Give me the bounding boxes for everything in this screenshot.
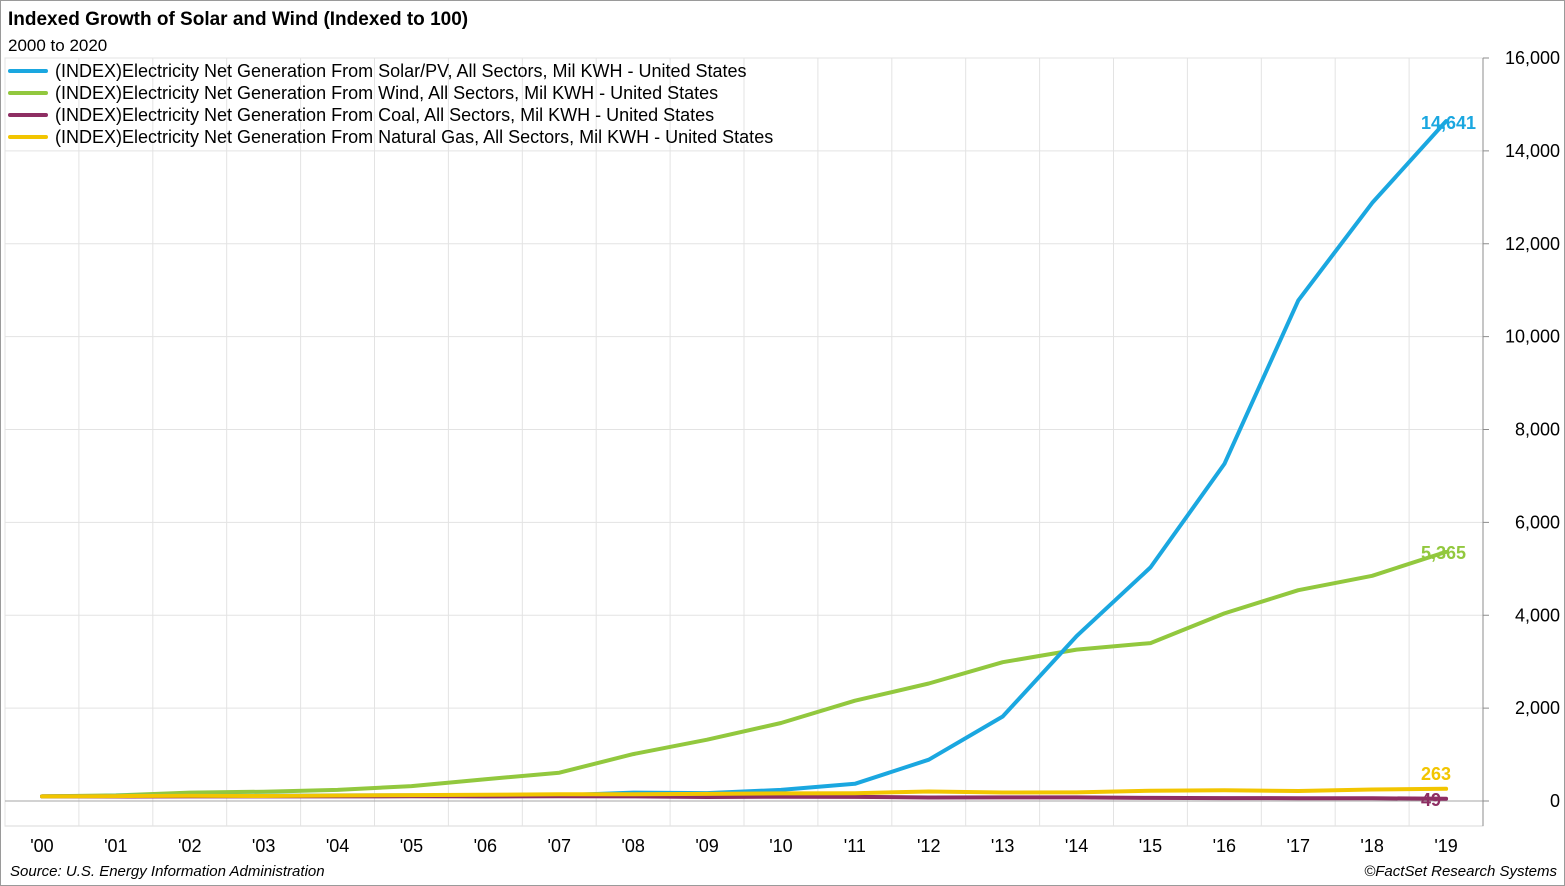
legend-label: (INDEX)Electricity Net Generation From C… (55, 105, 714, 125)
x-tick-label: '05 (400, 836, 423, 856)
x-tick-label: '00 (30, 836, 53, 856)
x-tick-label: '19 (1434, 836, 1457, 856)
x-tick-label: '12 (917, 836, 940, 856)
x-tick-label: '17 (1287, 836, 1310, 856)
chart-subtitle: 2000 to 2020 (8, 36, 107, 55)
series-end-label: 49 (1421, 790, 1441, 810)
series-end-label: 263 (1421, 764, 1451, 784)
x-tick-label: '02 (178, 836, 201, 856)
y-tick-label: 16,000 (1505, 48, 1560, 68)
x-tick-label: '18 (1360, 836, 1383, 856)
legend-label: (INDEX)Electricity Net Generation From S… (55, 61, 747, 81)
end-labels: 14,641 5,365 49 263 (1421, 113, 1476, 810)
x-tick-label: '16 (1213, 836, 1236, 856)
x-tick-label: '03 (252, 836, 275, 856)
chart-title: Indexed Growth of Solar and Wind (Indexe… (8, 9, 468, 30)
legend-label: (INDEX)Electricity Net Generation From N… (55, 127, 773, 147)
x-tick-label: '01 (104, 836, 127, 856)
legend-label: (INDEX)Electricity Net Generation From W… (55, 83, 718, 103)
series-end-label: 14,641 (1421, 113, 1476, 133)
x-axis: '00 '01 '02 '03 '04 '05 '06 '07 '08 '09 '10 '11 '12 '… (30, 836, 1458, 856)
copyright-note: ©FactSet Research Systems (1364, 863, 1557, 880)
y-tick-label: 4,000 (1515, 605, 1560, 625)
y-tick-label: 2,000 (1515, 698, 1560, 718)
y-tick-label: 8,000 (1515, 420, 1560, 440)
x-tick-label: '07 (548, 836, 571, 856)
series-layer (40, 119, 1449, 801)
x-tick-label: '14 (1065, 836, 1088, 856)
source-note: Source: U.S. Energy Information Administ… (10, 863, 325, 880)
x-tick-label: '10 (769, 836, 792, 856)
y-tick-label: 14,000 (1505, 141, 1560, 161)
y-tick-label: 0 (1550, 791, 1560, 811)
x-tick-label: '13 (991, 836, 1014, 856)
y-tick-label: 12,000 (1505, 234, 1560, 254)
legend: (INDEX)Electricity Net Generation From S… (8, 61, 773, 147)
gridlines (4, 57, 1484, 826)
series-end-label: 5,365 (1421, 543, 1466, 563)
y-tick-label: 6,000 (1515, 512, 1560, 532)
x-tick-label: '06 (474, 836, 497, 856)
x-tick-label: '11 (844, 836, 866, 856)
series-line-1 (40, 549, 1449, 799)
x-tick-label: '15 (1139, 836, 1162, 856)
y-tick-label: 10,000 (1505, 327, 1560, 347)
x-tick-label: '08 (621, 836, 644, 856)
series-line-3 (40, 786, 1449, 799)
y-axis: 0 2,000 4,000 6,000 8,000 10,000 12,000 14,000 1… (1482, 48, 1560, 826)
x-tick-label: '04 (326, 836, 349, 856)
x-tick-label: '09 (695, 836, 718, 856)
